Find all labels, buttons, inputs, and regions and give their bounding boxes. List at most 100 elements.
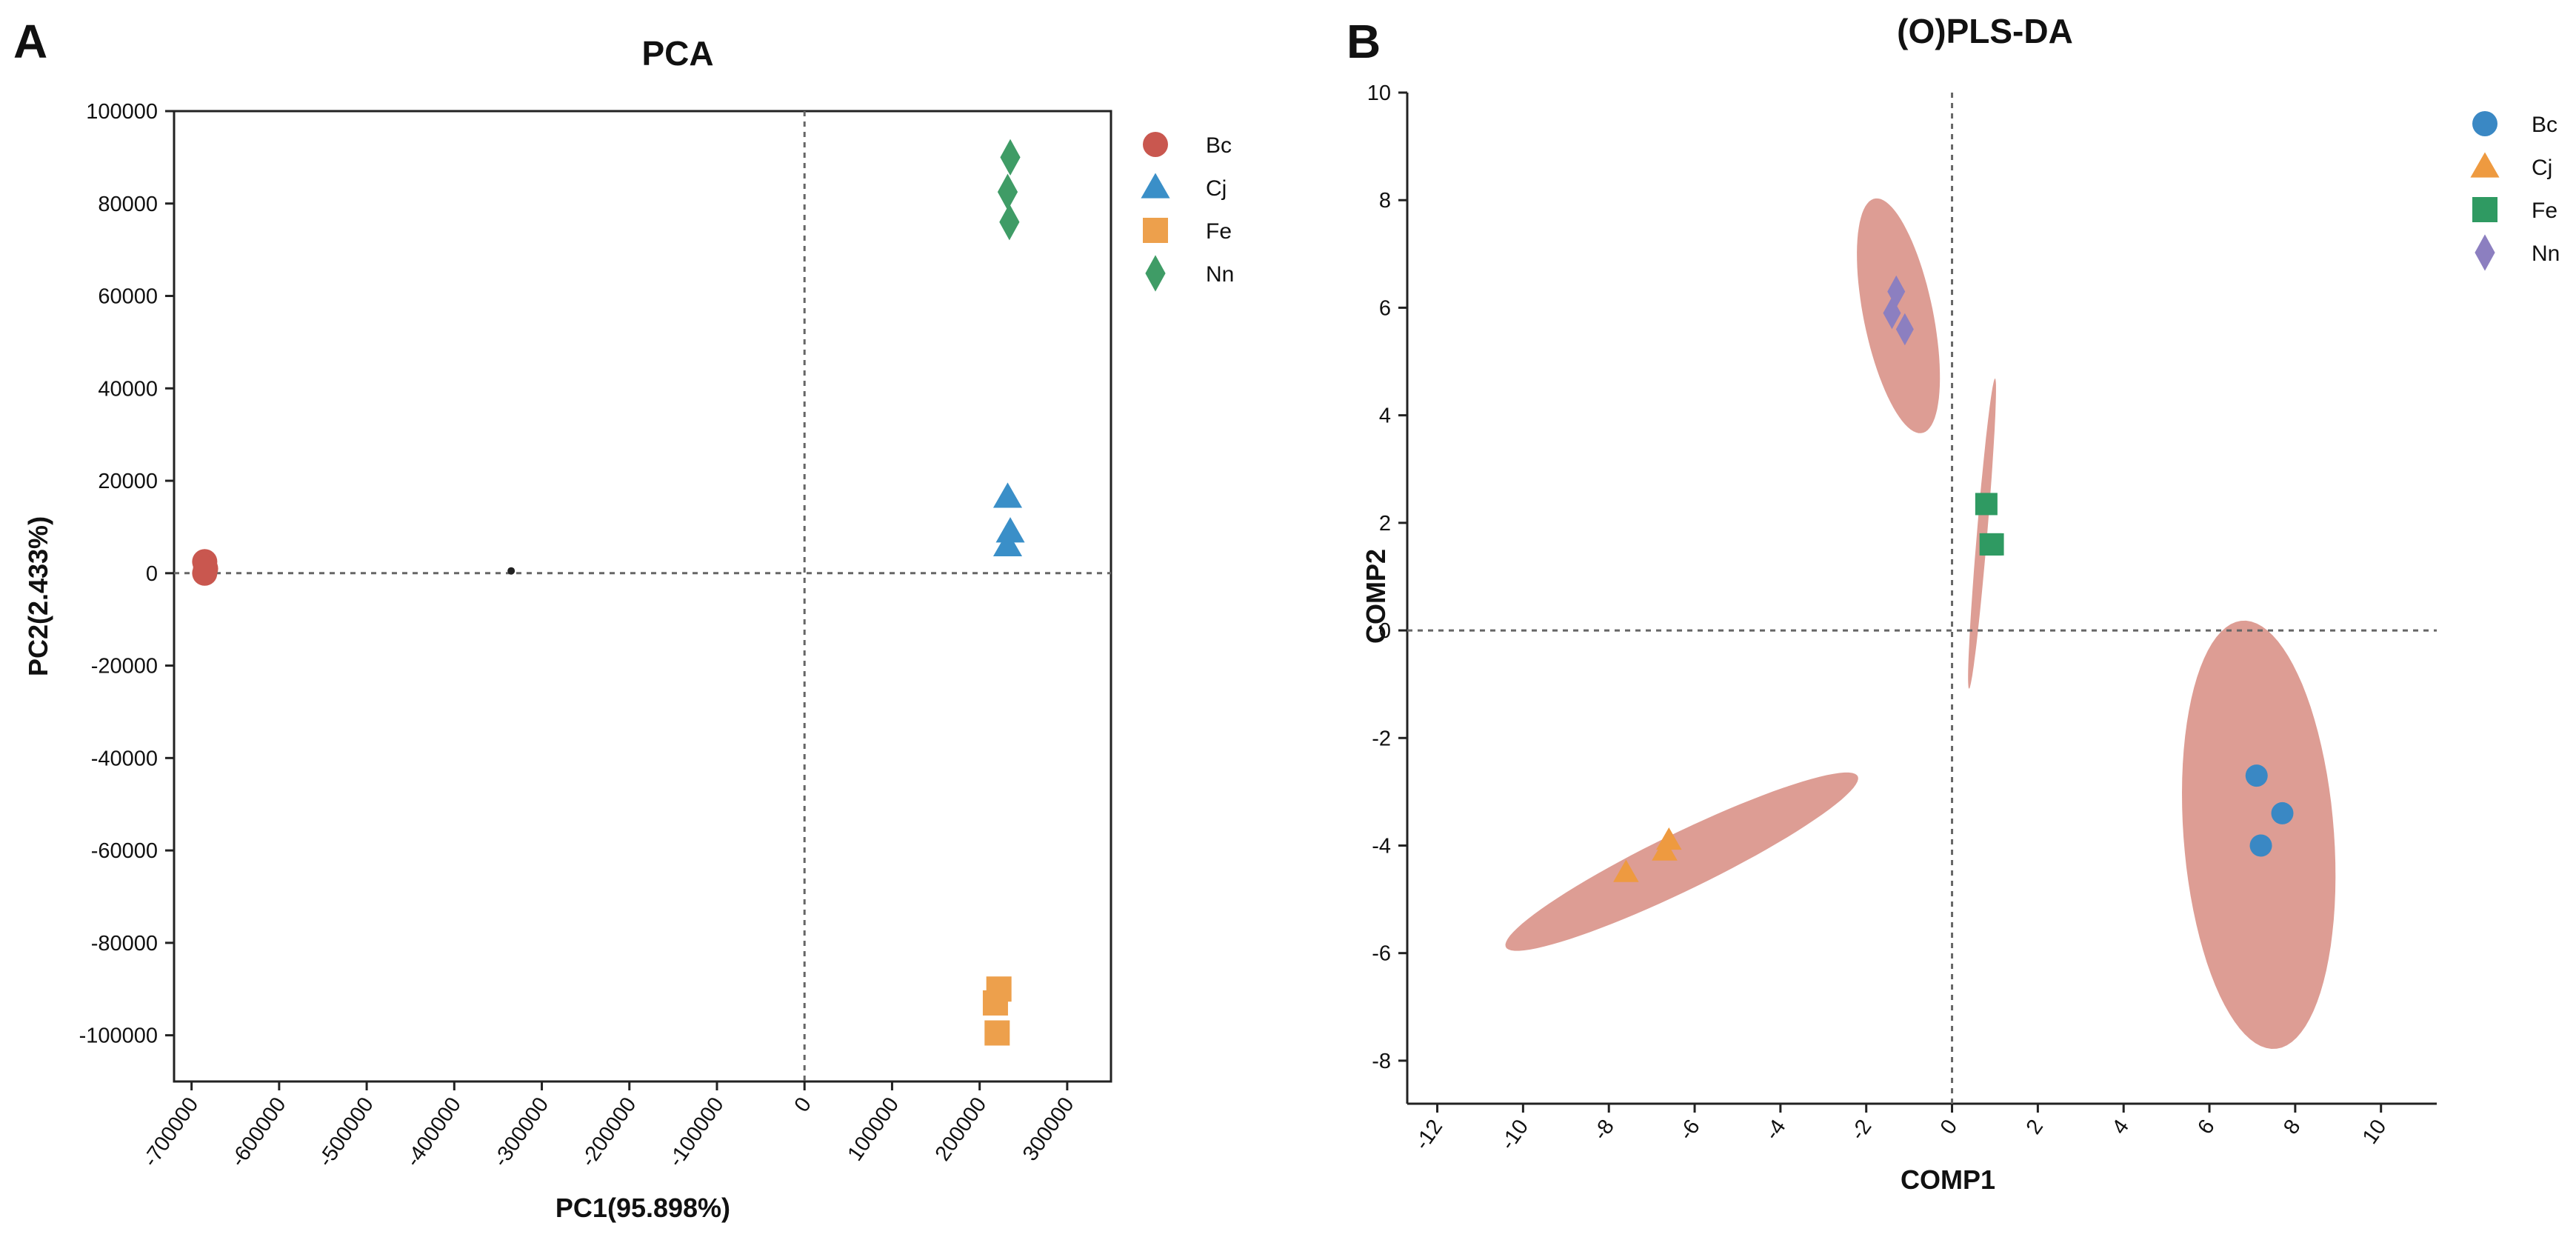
pca-x-tick-label: 200000 — [931, 1093, 992, 1166]
oplsda-point-nn — [1895, 313, 1914, 346]
oplsda-y-tick-label: -2 — [1372, 727, 1391, 750]
pca-x-tick-label: -200000 — [576, 1093, 641, 1172]
pca-y-tick-label: -100000 — [79, 1024, 158, 1048]
pca-point-cj — [995, 517, 1025, 543]
pca-y-axis: 100000 80000 60000 40000 20000 0 -20000 -40000 -… — [79, 100, 174, 1048]
oplsda-point-fe — [1981, 533, 2004, 556]
pca-y-tick-label: 0 — [146, 562, 158, 586]
oplsda-point-cj — [1656, 827, 1682, 850]
pca-y-tick-label: 80000 — [98, 193, 158, 216]
oplsda-reference-lines — [1407, 93, 2437, 1104]
pca-legend-marker-bc — [1143, 132, 1168, 157]
pca-title: PCA — [641, 34, 713, 73]
pca-x-tick-label: 300000 — [1018, 1093, 1079, 1166]
oplsda-legend-marker-fe — [2472, 197, 2497, 222]
pca-legend-marker-fe — [1143, 218, 1168, 243]
pca-point-nn — [999, 204, 1020, 241]
oplsda-point-bc — [2245, 764, 2268, 787]
oplsda-y-tick-label: -8 — [1372, 1050, 1391, 1073]
oplsda-y-tick-label: 0 — [1379, 619, 1391, 643]
pca-x-tick-label: 100000 — [843, 1093, 904, 1166]
oplsda-x-tick-label: -10 — [1496, 1116, 1533, 1155]
oplsda-legend-marker-cj — [2470, 152, 2500, 178]
panel-b-oplsda: B (O)PLS-DA 10 8 6 4 2 0 -2 -4 -6 -8 -12 -10 -8 -6 -4… — [1347, 12, 2560, 1195]
pca-y-tick-label: 100000 — [86, 100, 158, 124]
pca-point-fe — [984, 1020, 1010, 1046]
oplsda-title: (O)PLS-DA — [1897, 12, 2073, 50]
oplsda-legend-label-fe: Fe — [2532, 199, 2557, 223]
pca-annotation-dot — [507, 567, 515, 575]
oplsda-legend: Bc Cj Fe Nn — [2470, 111, 2560, 271]
oplsda-y-tick-label: 10 — [1367, 81, 1391, 105]
oplsda-y-axis-label: COMP2 — [1361, 549, 1391, 644]
oplsda-point-bc — [2271, 801, 2294, 824]
oplsda-x-axis-label: COMP1 — [1901, 1164, 1995, 1195]
oplsda-y-tick-label: 6 — [1379, 296, 1391, 320]
oplsda-point-bc — [2249, 834, 2272, 857]
oplsda-legend-marker-nn — [2475, 234, 2495, 271]
oplsda-y-tick-label: 4 — [1379, 404, 1391, 428]
pca-y-tick-label: -40000 — [91, 747, 158, 770]
oplsda-x-tick-label: 6 — [2193, 1116, 2219, 1139]
pca-x-tick-label: 0 — [790, 1093, 815, 1117]
oplsda-x-axis: -12 -10 -8 -6 -4 -2 0 2 4 6 8 10 — [1410, 1104, 2391, 1154]
panel-b-letter: B — [1347, 15, 1381, 68]
pca-point-cj — [992, 530, 1023, 557]
oplsda-legend-label-cj: Cj — [2532, 156, 2552, 180]
pca-x-tick-label: -100000 — [664, 1093, 728, 1172]
pca-point-cj — [992, 482, 1023, 508]
pca-y-tick-label: -60000 — [91, 839, 158, 863]
pca-legend-label-cj: Cj — [1206, 176, 1227, 201]
oplsda-point-fe — [1975, 493, 1998, 516]
pca-legend-label-nn: Nn — [1206, 262, 1234, 287]
oplsda-legend-label-nn: Nn — [2532, 241, 2560, 266]
oplsda-legend-marker-bc — [2472, 111, 2497, 136]
panel-a-pca: A PCA 100000800006000040000200000-20000-… — [13, 15, 1234, 1223]
panel-a-letter: A — [13, 15, 47, 68]
pca-point-bc — [193, 556, 218, 581]
oplsda-point-nn — [1883, 296, 1901, 330]
pca-point-fe — [982, 990, 1008, 1016]
pca-legend-marker-cj — [1141, 173, 1170, 199]
oplsda-points — [1613, 275, 2294, 882]
pca-x-axis: -700000 -600000 -500000 -400000 -300000 -2000… — [139, 1081, 1079, 1171]
pca-y-tick-label: 40000 — [98, 377, 158, 401]
pca-y-tick-label: -20000 — [91, 655, 158, 679]
oplsda-y-tick-label: 8 — [1379, 189, 1391, 213]
pca-reference-lines — [174, 111, 1111, 1081]
pca-y-tick-label: 60000 — [98, 285, 158, 309]
pca-x-tick-label: -400000 — [401, 1093, 466, 1172]
oplsda-x-tick-label: -4 — [1761, 1116, 1791, 1144]
pca-x-tick-label: -700000 — [139, 1093, 203, 1172]
pca-y-axis-label: PC2(2.433%) — [23, 516, 53, 676]
oplsda-x-tick-label: 4 — [2107, 1116, 2133, 1139]
oplsda-x-tick-label: -2 — [1846, 1116, 1876, 1144]
pca-legend-marker-nn — [1145, 255, 1166, 292]
oplsda-y-tick-label: -6 — [1372, 942, 1391, 966]
pca-y-tick-label: -80000 — [91, 932, 158, 956]
oplsda-x-tick-label: -12 — [1410, 1116, 1447, 1155]
pca-point-nn — [997, 173, 1018, 210]
oplsda-x-tick-label: 2 — [2022, 1116, 2048, 1139]
pca-points — [192, 139, 1025, 1046]
oplsda-x-tick-label: 8 — [2279, 1116, 2305, 1139]
oplsda-x-tick-label: -8 — [1589, 1116, 1619, 1144]
pca-plot-frame — [173, 110, 1112, 1083]
pca-legend-label-bc: Bc — [1206, 133, 1232, 158]
pca-x-tick-label: -500000 — [314, 1093, 378, 1172]
oplsda-x-tick-label: -6 — [1675, 1116, 1705, 1144]
oplsda-legend-label-bc: Bc — [2532, 113, 2557, 137]
pca-x-axis-label: PC1(95.898%) — [555, 1193, 730, 1223]
pca-point-nn — [1000, 139, 1021, 176]
oplsda-point-cj — [1613, 859, 1639, 882]
pca-y-tick-label: 20000 — [98, 470, 158, 493]
oplsda-confidence-ellipses — [1505, 198, 2336, 1049]
oplsda-y-tick-label: 2 — [1379, 512, 1391, 536]
oplsda-x-tick-label: 0 — [1936, 1116, 1962, 1139]
oplsda-y-tick-label: -4 — [1372, 834, 1391, 858]
oplsda-y-axis: 10 8 6 4 2 0 -2 -4 -6 -8 — [1367, 81, 1407, 1073]
oplsda-ellipse-cj — [1505, 772, 1858, 951]
pca-legend: Bc Cj Fe Nn — [1141, 132, 1234, 292]
